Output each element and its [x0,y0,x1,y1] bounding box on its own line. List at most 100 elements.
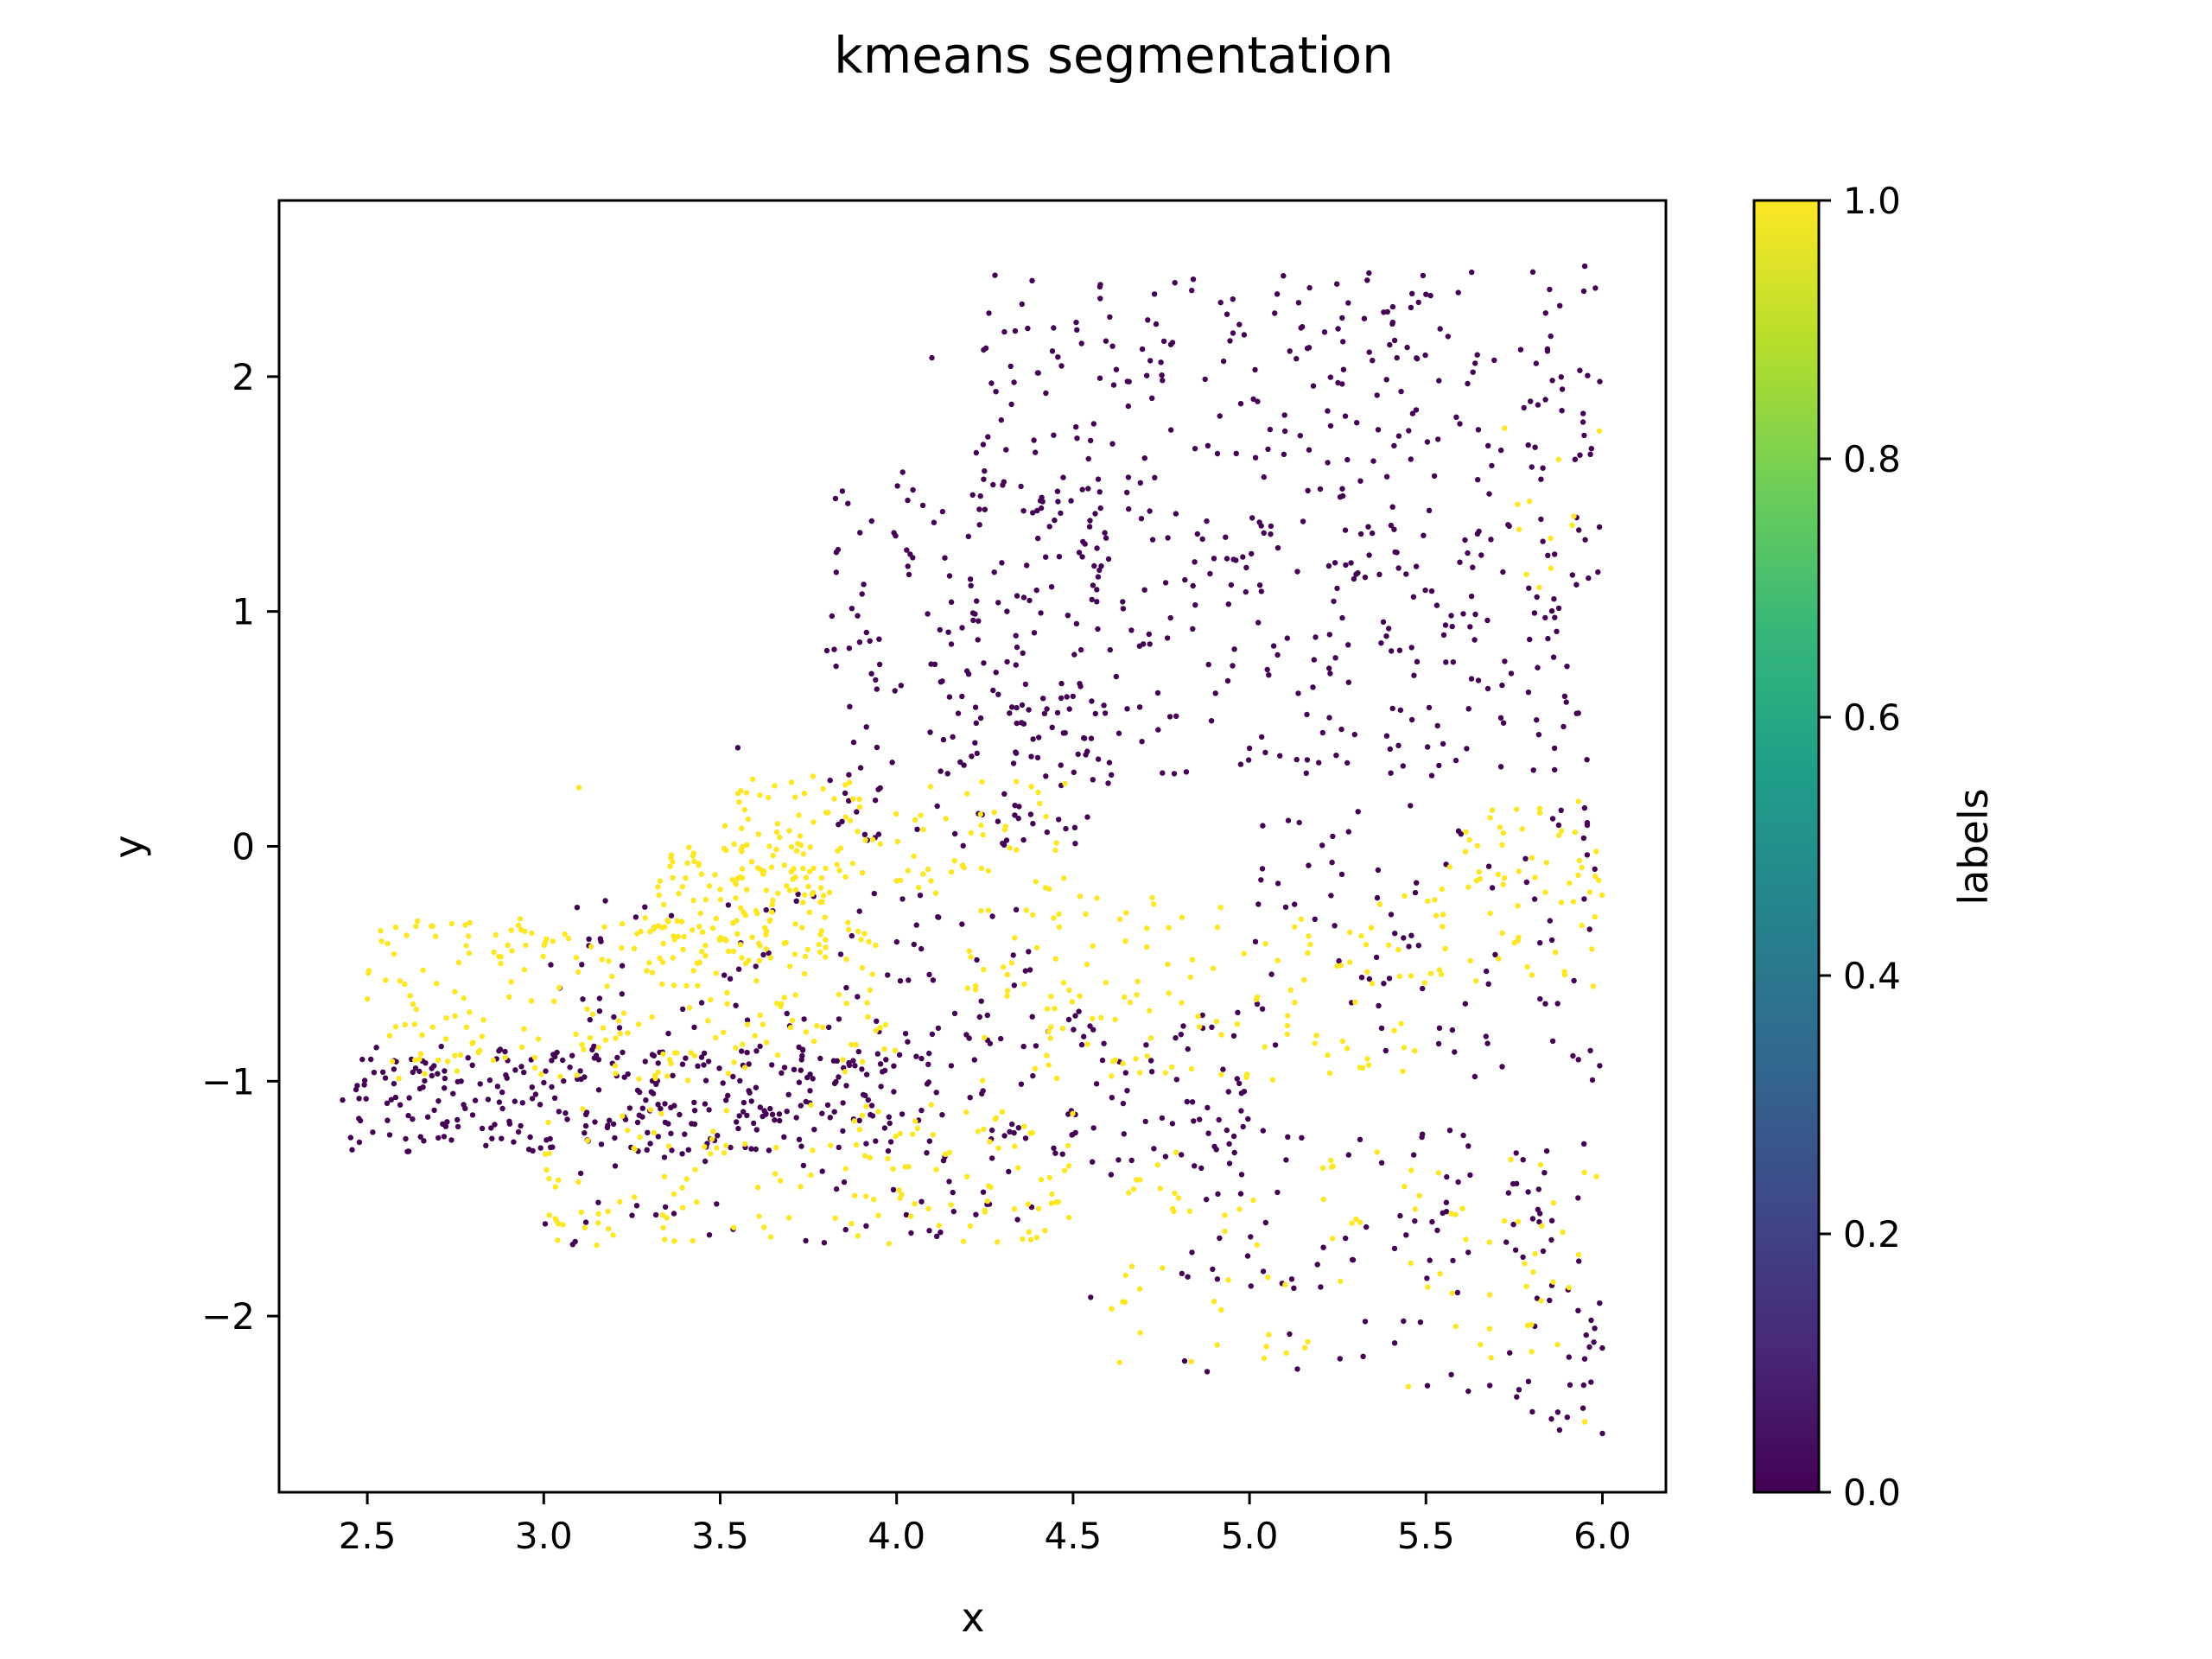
scatter-point [927,784,934,790]
scatter-point [767,917,773,924]
colorbar [1752,199,1821,1494]
scatter-point [1109,441,1116,447]
scatter-point [821,1240,828,1246]
scatter-point [1580,288,1587,295]
scatter-point [469,1062,475,1069]
scatter-point [655,1134,661,1140]
scatter-point [1375,427,1382,433]
scatter-point [1414,355,1421,362]
scatter-point [1054,488,1061,494]
scatter-point [620,1049,626,1056]
scatter-point [649,969,656,976]
y-tick-label: 0 [232,826,255,868]
scatter-point [867,987,874,994]
scatter-point [1274,291,1281,297]
scatter-point [579,962,585,968]
scatter-point [1033,587,1039,594]
scatter-point [1011,379,1017,385]
scatter-point [924,1081,931,1087]
scatter-point [1004,971,1011,978]
scatter-point [392,925,399,931]
scatter-point [1391,1340,1398,1346]
scatter-point [873,942,879,949]
scatter-point [1525,1378,1532,1385]
scatter-point [965,533,972,539]
scatter-point [691,1052,698,1059]
scatter-point [803,874,810,880]
scatter-point [835,546,842,553]
scatter-point [680,946,686,953]
scatter-point [1202,376,1208,383]
scatter-point [389,1058,396,1065]
scatter-point [1455,1179,1461,1185]
scatter-point [349,1147,355,1153]
scatter-point [1478,1342,1484,1348]
scatter-point [1398,1020,1404,1027]
scatter-point [1195,1014,1201,1020]
scatter-point [1020,836,1027,843]
scatter-point [772,1117,778,1123]
scatter-point [556,984,563,991]
scatter-point [1488,1355,1494,1361]
scatter-point [429,1072,435,1079]
scatter-point [803,1237,809,1244]
scatter-point [943,816,949,822]
scatter-point [412,1057,418,1064]
scatter-point [850,796,856,802]
scatter-point [577,1068,583,1074]
scatter-point [854,809,860,815]
scatter-point [878,1084,884,1090]
scatter-point [925,611,931,617]
scatter-point [1319,842,1325,849]
scatter-point [658,1106,664,1112]
scatter-point [679,1061,686,1067]
scatter-point [1584,822,1591,829]
scatter-point [948,641,955,647]
scatter-point [1124,706,1130,712]
scatter-point [1366,349,1372,355]
scatter-point [625,1071,631,1077]
scatter-point [819,1168,825,1174]
scatter-point [1345,642,1351,648]
scatter-point [1408,716,1415,723]
scatter-point [724,989,730,996]
scatter-point [1272,1042,1279,1048]
scatter-point [1516,526,1522,532]
scatter-point [735,966,742,972]
scatter-point [1475,677,1482,683]
scatter-point [940,736,947,743]
scatter-point [435,1098,442,1104]
scatter-point [676,890,682,897]
scatter-point [979,1090,985,1097]
scatter-point [1236,1206,1243,1212]
scatter-point [463,1024,470,1031]
scatter-point [800,1162,807,1169]
scatter-point [492,1122,498,1128]
scatter-point [714,1201,720,1207]
scatter-point [936,914,942,920]
scatter-point [905,1039,911,1045]
scatter-point [1088,437,1094,444]
scatter-point [1135,978,1141,985]
scatter-point [1558,374,1565,380]
scatter-point [1294,1366,1300,1372]
scatter-point [1306,284,1313,291]
scatter-point [1089,698,1095,704]
scatter-point [549,1058,555,1064]
scatter-point [1179,914,1185,920]
scatter-point [1581,1141,1587,1147]
scatter-point [619,921,626,927]
scatter-point [1395,433,1402,439]
scatter-point [1260,1128,1267,1134]
scatter-point [365,968,372,974]
scatter-point [972,987,979,993]
scatter-point [708,1151,714,1157]
scatter-point [1388,770,1394,776]
scatter-point [1548,1236,1554,1243]
scatter-point [671,1191,677,1198]
scatter-point [670,1072,676,1079]
scatter-point [702,1077,709,1084]
scatter-point [1515,1218,1522,1225]
scatter-point [1073,620,1080,626]
scatter-point [1277,753,1283,759]
